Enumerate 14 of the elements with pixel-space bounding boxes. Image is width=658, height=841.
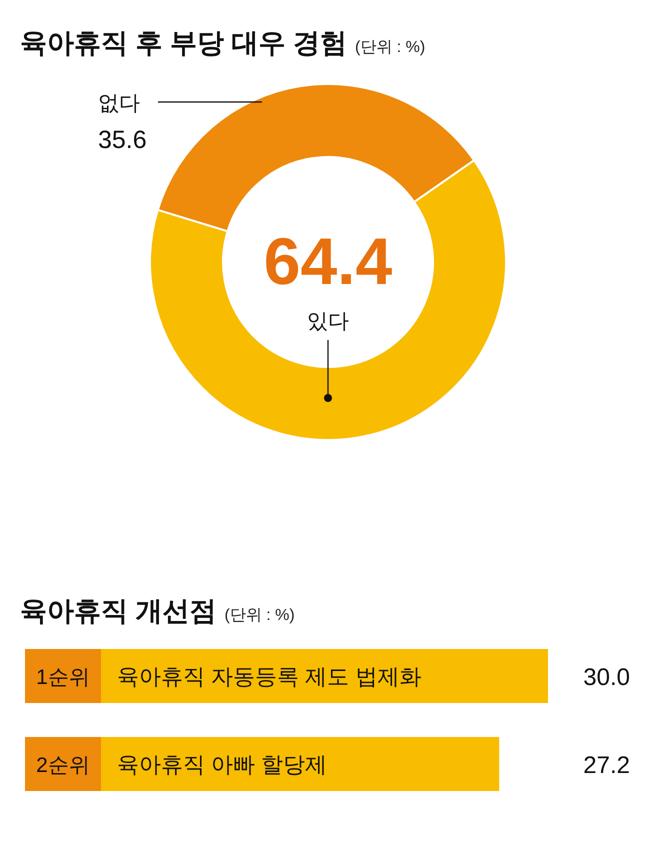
annotation: 2순위 [36,754,90,777]
chart-subtitle: (단위 : %) [355,39,426,56]
annotation: 1순위 [36,666,90,689]
data-label: 35.6 [98,126,147,154]
data-label: 64.4 [264,224,393,298]
chart-title: 육아휴직 후 부당 대우 경험 [20,28,348,58]
y-tick-label: 육아휴직 아빠 할당제 [117,752,328,777]
slice-label: 없다 [98,92,140,115]
data-label: 27.2 [583,752,630,779]
data-label: 30.0 [583,664,630,691]
chart-subtitle: (단위 : %) [224,607,295,624]
y-tick-label: 육아휴직 자동등록 제도 법제화 [117,664,422,689]
slice-label: 있다 [307,310,349,333]
chart-title: 육아휴직 개선점 [20,596,217,626]
